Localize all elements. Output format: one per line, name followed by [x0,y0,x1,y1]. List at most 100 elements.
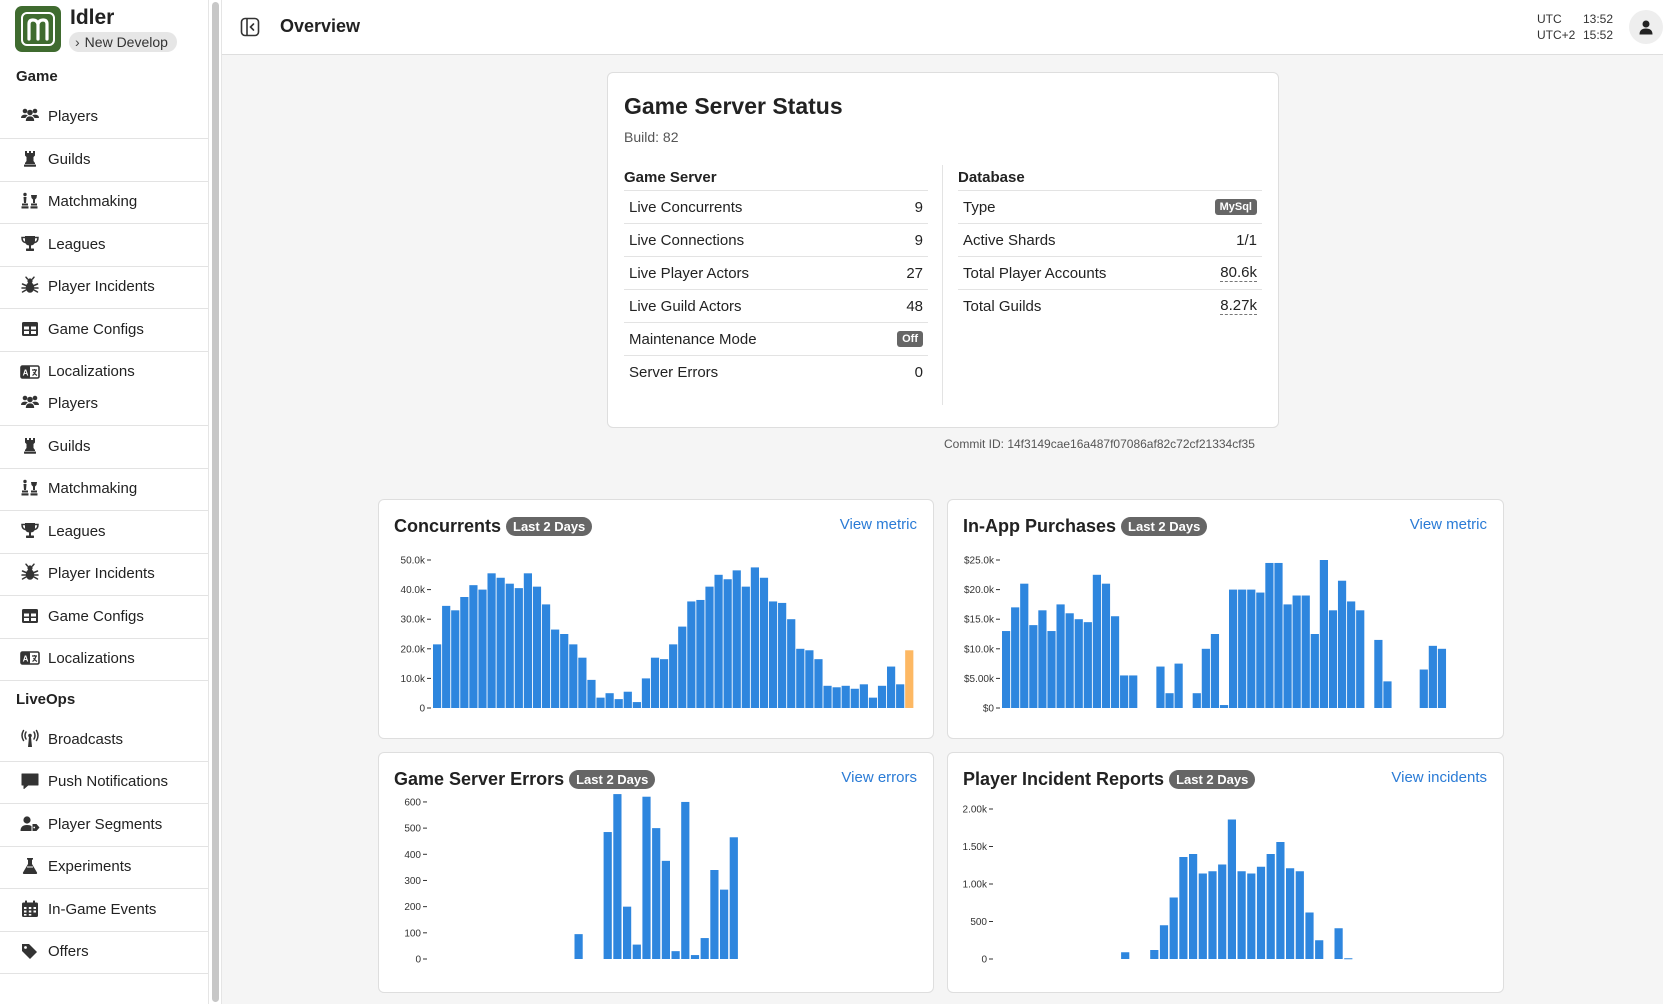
bar[interactable] [1210,634,1220,708]
bar[interactable] [1020,583,1029,708]
bar[interactable] [541,604,551,708]
bar[interactable] [642,796,651,959]
bar[interactable] [1056,604,1065,708]
sidebar-item-players[interactable]: Players [0,94,208,139]
bar[interactable] [569,644,578,708]
view-incidents-link[interactable]: View incidents [1391,769,1487,786]
sidebar-item-leagues[interactable]: Leagues [0,222,208,267]
bar[interactable] [1437,648,1447,708]
bar[interactable] [750,567,759,708]
brand[interactable]: Idler › New Develop [15,6,177,52]
bar[interactable] [896,684,905,708]
bar[interactable] [814,659,823,708]
bar[interactable] [433,644,442,708]
bar[interactable] [652,828,661,959]
bar[interactable] [632,944,641,959]
bar[interactable] [603,832,612,959]
bar[interactable] [1208,871,1217,959]
bar[interactable] [690,955,700,959]
bar[interactable] [905,650,914,708]
bar[interactable] [487,573,496,708]
bar[interactable] [1169,897,1178,960]
bar[interactable] [1229,589,1238,708]
bar[interactable] [596,697,605,708]
view-errors-link[interactable]: View errors [841,769,917,786]
bar[interactable] [1083,622,1092,708]
bar[interactable] [1274,562,1283,708]
sidebar-item-broadcasts[interactable]: Broadcasts [0,717,208,762]
bar[interactable] [1356,610,1365,708]
bar[interactable] [478,589,487,708]
bar[interactable] [1283,604,1292,708]
sidebar-item-player-incidents[interactable]: Player Incidents [0,551,208,596]
bar[interactable] [1065,613,1074,708]
bar[interactable] [1347,601,1356,708]
bar[interactable] [1179,857,1188,959]
bar[interactable] [442,605,451,708]
bar[interactable] [1256,592,1265,708]
bar[interactable] [532,586,542,708]
bar[interactable] [705,586,714,708]
bar[interactable] [1334,928,1343,959]
bar[interactable] [1266,854,1275,959]
bar[interactable] [687,601,696,708]
sidebar-item-localizations[interactable]: A Localizations [0,349,208,394]
sidebar-item-game-configs[interactable]: Game Configs [0,307,208,352]
bar[interactable] [605,693,614,708]
bar[interactable] [551,629,560,708]
bar[interactable] [1110,616,1120,708]
bar[interactable] [1227,819,1236,960]
bar[interactable] [1319,560,1328,708]
bar[interactable] [1121,952,1130,959]
bar[interactable] [1002,631,1011,708]
bar[interactable] [451,610,460,708]
bar[interactable] [1276,842,1285,959]
bar[interactable] [560,634,569,708]
bar[interactable] [1198,873,1207,960]
bar[interactable] [832,687,841,708]
bar[interactable] [1238,589,1247,708]
sidebar-item-matchmaking[interactable]: Matchmaking [0,466,208,511]
bar[interactable] [877,685,887,708]
bar[interactable] [1247,873,1256,960]
bar[interactable] [1237,871,1246,959]
bar[interactable] [1374,639,1383,708]
bar[interactable] [841,685,850,708]
sidebar-item-guilds[interactable]: Guilds [0,424,208,469]
bar[interactable] [1074,619,1083,708]
environment-badge[interactable]: › New Develop [69,32,177,52]
bar[interactable] [1189,854,1198,959]
sidebar-item-in-game-events[interactable]: In-Game Events [0,887,208,932]
bar[interactable] [805,650,814,708]
bar[interactable] [732,570,741,708]
bar[interactable] [614,699,623,708]
bar[interactable] [768,601,778,708]
bar[interactable] [660,659,669,708]
bar[interactable] [850,688,859,708]
bar[interactable] [623,691,632,708]
bar[interactable] [787,619,796,708]
bar[interactable] [505,583,514,708]
bar[interactable] [1310,634,1319,708]
bar[interactable] [796,648,805,708]
bar[interactable] [613,794,622,959]
bar[interactable] [1286,868,1295,959]
bar[interactable] [669,644,678,708]
bar[interactable] [574,934,583,959]
bar[interactable] [1101,583,1111,708]
view-metric-link[interactable]: View metric [839,516,917,533]
bar[interactable] [700,938,709,959]
bar[interactable] [1295,871,1304,959]
bar[interactable] [1029,625,1038,708]
bar[interactable] [1428,645,1437,708]
bar[interactable] [1419,669,1428,708]
bar[interactable] [1165,693,1174,708]
bar[interactable] [1011,607,1020,708]
bar[interactable] [1337,580,1347,708]
bar[interactable] [859,684,868,708]
bar[interactable] [1301,595,1310,708]
bar[interactable] [1315,940,1324,959]
bar[interactable] [671,951,680,959]
bar[interactable] [587,679,596,708]
bar[interactable] [623,906,632,959]
